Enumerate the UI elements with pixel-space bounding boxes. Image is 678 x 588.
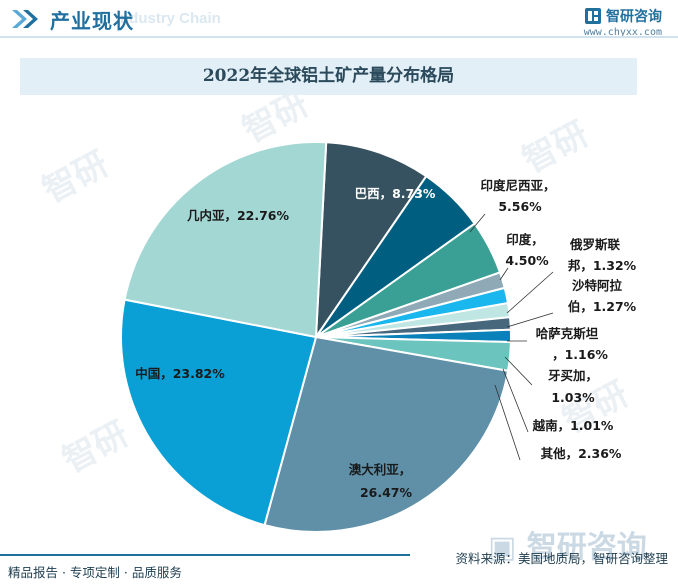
header-divider	[0, 36, 678, 38]
section-title: 产业现状	[50, 9, 134, 33]
slice-label: 伯，1.27%	[568, 299, 637, 314]
leader-line	[469, 213, 486, 233]
pie-slice-1	[314, 141, 428, 341]
slice-label: 巴西，8.73%	[355, 186, 436, 201]
slice-label: 牙买加，	[548, 368, 598, 383]
slice-label: 越南，1.01%	[532, 418, 614, 433]
pie-slice-10	[263, 335, 510, 533]
leader-line	[506, 312, 554, 328]
slice-label: 5.56%	[498, 199, 542, 214]
brand-name: 智研咨询	[606, 9, 662, 25]
pie-slice-11	[120, 298, 318, 527]
slice-label: 1.03%	[551, 390, 595, 405]
slice-label: 4.50%	[505, 253, 549, 268]
leader-line	[506, 271, 554, 314]
slice-label: 中国，23.82%	[135, 366, 225, 381]
brand-url: www.chyxx.com	[583, 27, 662, 38]
leader-line	[499, 267, 509, 281]
chart-title-bar: 2022年全球铝土矿产量分布格局	[20, 58, 637, 95]
brand-logo-icon	[585, 8, 601, 24]
footer-divider	[0, 554, 410, 556]
slice-label: 印度尼西亚，	[480, 178, 555, 193]
slice-label: 哈萨克斯坦	[536, 326, 599, 341]
leader-line	[504, 356, 533, 386]
slice-label: ，1.16%	[552, 347, 608, 362]
footer-tagline: 精品报告 · 专项定制 · 品质服务	[8, 565, 182, 580]
pie-slice-12	[123, 141, 328, 339]
slice-label: 其他，2.36%	[541, 446, 622, 461]
leader-line	[494, 384, 521, 461]
slice-label: 沙特阿拉	[572, 278, 623, 293]
chart-title: 2022年全球铝土矿产量分布格局	[202, 66, 455, 86]
leader-line	[502, 368, 529, 433]
source-note: 资料来源：美国地质局，智研咨询整理	[455, 551, 668, 566]
page-header: ndustry Chain 产业现状 智研咨询 www.chyxx.com	[0, 0, 678, 40]
slice-label: 26.47%	[360, 485, 413, 500]
slice-label: 俄罗斯联	[569, 237, 621, 252]
brand: 智研咨询	[584, 6, 662, 26]
slice-label: 几内亚，22.76%	[187, 208, 290, 223]
slice-label: 邦，1.32%	[568, 258, 637, 273]
slice-label: 印度，	[506, 232, 544, 247]
header-watermark: ndustry Chain	[120, 10, 221, 27]
chevron-double-icon	[12, 10, 38, 28]
slice-label: 澳大利亚，	[349, 462, 412, 477]
